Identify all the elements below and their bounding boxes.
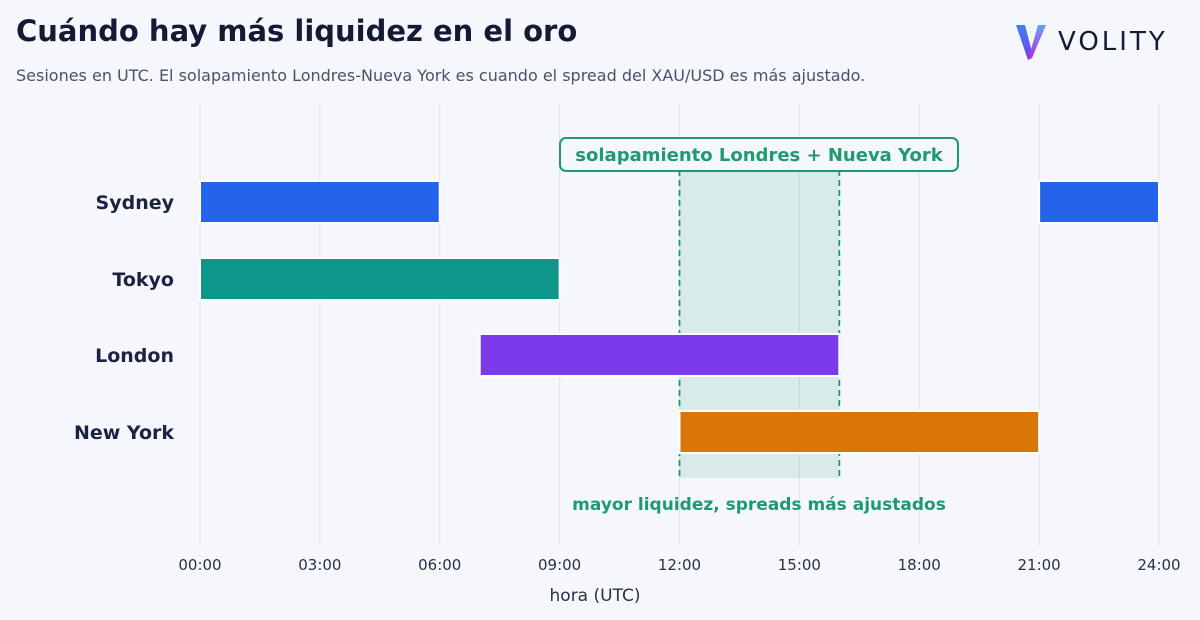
- session-bar-london: [478, 333, 841, 377]
- overlap-label-box: [559, 137, 959, 172]
- session-bar-tokyo: [199, 257, 561, 301]
- session-bar-new-york: [678, 410, 1041, 454]
- session-label: London: [95, 345, 174, 367]
- page-subtitle: Sesiones en UTC. El solapamiento Londres…: [16, 66, 866, 85]
- page-title: Cuándo hay más liquidez en el oro: [16, 14, 578, 48]
- session-label: New York: [74, 422, 174, 444]
- x-tick-label: 15:00: [778, 556, 821, 574]
- x-tick-label: 03:00: [298, 556, 341, 574]
- volity-v-logo-icon: [1016, 25, 1046, 60]
- x-tick-label: 24:00: [1137, 556, 1180, 574]
- x-tick-label: 06:00: [418, 556, 461, 574]
- brand-name: VOLITY: [1058, 27, 1168, 57]
- session-label: Tokyo: [112, 269, 174, 291]
- x-tick-label: 09:00: [538, 556, 581, 574]
- session-bar-sydney: [199, 180, 441, 224]
- session-label: Sydney: [96, 192, 175, 214]
- x-tick-label: 18:00: [898, 556, 941, 574]
- overlap-note: mayor liquidez, spreads más ajustados: [572, 495, 946, 515]
- x-tick-label: 21:00: [1018, 556, 1061, 574]
- overlap-label: solapamiento Londres + Nueva York: [575, 145, 943, 166]
- session-bar-sydney: [1038, 180, 1160, 224]
- x-tick-label: 00:00: [178, 556, 221, 574]
- x-axis-title: hora (UTC): [550, 586, 641, 606]
- x-tick-label: 12:00: [658, 556, 701, 574]
- brand-logo: VOLITY: [1014, 22, 1168, 62]
